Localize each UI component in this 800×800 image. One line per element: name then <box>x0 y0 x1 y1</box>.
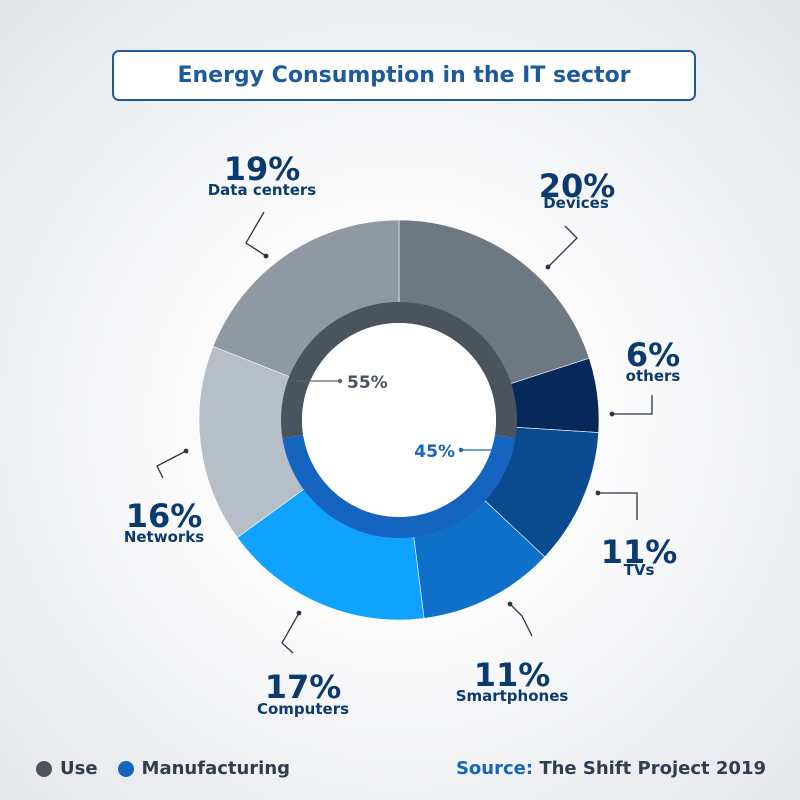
source-label: Source: <box>455 758 534 779</box>
legend-manufacturing-label: Manufacturing <box>141 758 291 779</box>
name-label-devices: Devices <box>543 194 609 212</box>
legend: Use Manufacturing <box>36 758 302 779</box>
inner-ring <box>281 301 517 538</box>
leader-dot-devices <box>545 264 551 270</box>
leader-line-others <box>612 395 653 415</box>
legend-item-use: Use <box>36 758 98 779</box>
legend-use-label: Use <box>60 758 98 779</box>
percent-label-others: 6% <box>626 336 680 374</box>
leader-line-computers <box>281 612 300 654</box>
legend-item-manufacturing: Manufacturing <box>117 758 291 779</box>
name-label-data-centers: Data centers <box>208 181 317 199</box>
leader-line-data-centers <box>245 211 267 257</box>
leader-dot-tvs <box>595 490 601 496</box>
source-note: Source: The Shift Project 2019 <box>456 758 766 779</box>
name-label-tvs: TVs <box>624 561 655 579</box>
manufacturing-pointer-dot <box>458 447 464 453</box>
leader-lines <box>156 211 653 654</box>
leader-line-devices <box>547 225 578 268</box>
name-label-networks: Networks <box>124 528 204 546</box>
percent-label-data-centers: 19% <box>224 150 301 188</box>
segment-labels: 55%45%20%Devices6%others11%TVs11%Smartph… <box>124 150 681 718</box>
name-label-others: others <box>626 367 681 385</box>
percent-label-smartphones: 11% <box>474 656 551 694</box>
inner-segment-use <box>281 301 517 439</box>
manufacturing-dot-icon <box>117 760 134 777</box>
leader-dot-computers <box>296 610 302 616</box>
leader-dot-others <box>609 411 615 417</box>
percent-label-tvs: 11% <box>601 533 678 571</box>
donut-hole <box>302 323 496 517</box>
chart-title: Energy Consumption in the IT sector <box>177 63 631 88</box>
source-text: The Shift Project 2019 <box>539 758 766 779</box>
percent-label-networks: 16% <box>126 497 203 535</box>
chart-title-box: Energy Consumption in the IT sector <box>112 50 696 101</box>
leader-dot-smartphones <box>507 601 513 607</box>
manufacturing-percent-label: 45% <box>414 442 455 462</box>
use-pointer-dot <box>337 378 343 384</box>
inner-segment-manufacturing <box>282 435 516 538</box>
name-label-smartphones: Smartphones <box>456 687 569 705</box>
leader-dot-networks <box>183 448 189 454</box>
leader-line-networks <box>156 450 187 479</box>
name-label-computers: Computers <box>257 700 349 718</box>
leader-line-tvs <box>598 492 638 520</box>
percent-label-devices: 20% <box>539 167 616 205</box>
leader-dot-data-centers <box>263 253 269 259</box>
use-percent-label: 55% <box>347 373 388 393</box>
use-dot-icon <box>36 760 52 777</box>
percent-label-computers: 17% <box>265 668 342 706</box>
leader-line-smartphones <box>509 603 533 637</box>
